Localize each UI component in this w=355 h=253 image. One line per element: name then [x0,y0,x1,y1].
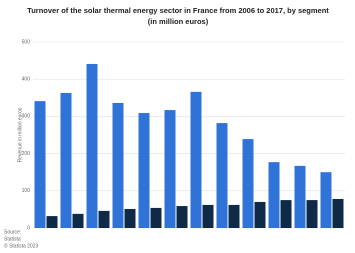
y-tick-label: 200 [22,151,31,157]
source-name: Statista [4,236,21,242]
source-label: Source: [4,229,21,235]
bar [242,139,254,228]
y-tick-label: 300 [22,114,31,120]
bar [150,207,162,228]
bar [72,213,84,228]
bar [228,204,240,228]
y-tick-label: 100 [22,188,31,194]
chart-title: Turnover of the solar thermal energy sec… [27,6,329,15]
bar [124,209,136,228]
bar [190,91,202,229]
bar [294,165,306,228]
bar [216,123,228,228]
bar [112,103,124,228]
bar [280,200,292,228]
bar [306,200,318,228]
bar [46,216,58,228]
bar [34,101,46,228]
bar [98,210,110,228]
copyright: © Statista 2023 [4,242,38,249]
bar [176,206,188,228]
chart-subtitle: (in million euros) [148,17,209,26]
bar [254,201,266,228]
bar [268,162,280,228]
bar [332,198,344,228]
y-tick-label: 400 [22,77,31,83]
y-tick-label: 500 [22,39,31,45]
bar [164,110,176,228]
bar [60,92,72,229]
y-axis-label: Revenue in million euros [17,107,23,162]
bar [138,113,150,228]
bar [86,63,98,229]
y-tick-label: 0 [27,225,30,231]
bar [320,172,332,228]
bar [202,204,214,228]
